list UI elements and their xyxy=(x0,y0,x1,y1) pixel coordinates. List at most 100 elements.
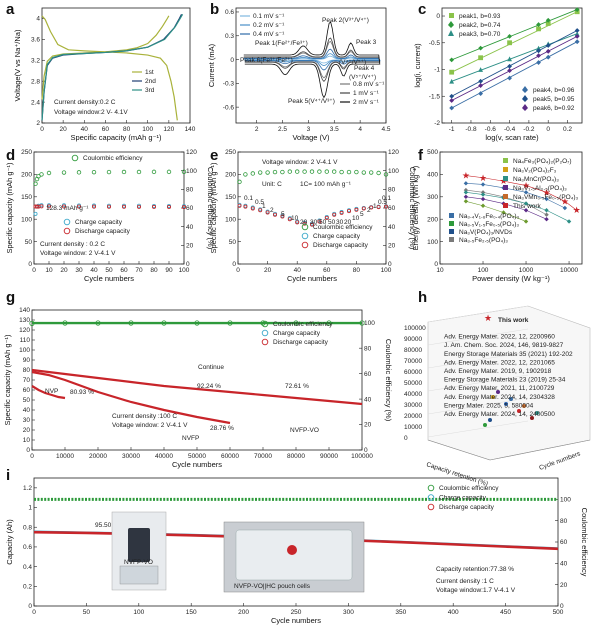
x-tick-label: 0 xyxy=(32,267,36,274)
ragone-point: ★ xyxy=(573,205,581,215)
ce-point xyxy=(309,169,315,174)
x-tick-label: 1000 xyxy=(519,267,534,274)
annotation-unit: Unit: C xyxy=(262,181,282,188)
y2-axis-label: Coulombic efficiency (%) xyxy=(206,167,215,250)
y-tick-label: 50 xyxy=(23,397,31,404)
y2-axis-label: Coulombic efficiency xyxy=(580,508,589,577)
ragone-point xyxy=(480,182,486,187)
x-tick-label: 90000 xyxy=(320,453,338,460)
ragone-point xyxy=(544,208,549,213)
cv-curve xyxy=(243,21,381,99)
legend-label: 3rd xyxy=(145,87,155,94)
y-tick-label: 3.2 xyxy=(31,57,40,64)
x-tick-label: 0 xyxy=(236,267,240,274)
peak-point xyxy=(507,75,512,81)
y-tick-label: 200 xyxy=(21,172,32,179)
ragone-point xyxy=(501,210,506,215)
ce-point xyxy=(151,169,157,175)
peak-label: (V⁴⁺/V⁵⁺) xyxy=(339,59,366,66)
x-tick-label: 250 xyxy=(291,609,302,616)
discharge-point xyxy=(35,204,40,209)
discharge-point xyxy=(136,204,141,209)
discharge-point xyxy=(383,204,388,209)
nvp-curve xyxy=(31,385,66,400)
y2-tick-label: 60 xyxy=(388,205,396,212)
inset-caption-nvfp-vo: NVFP-VO xyxy=(124,559,153,566)
legend-label: Na₃MnCr(PO₄)₃ xyxy=(513,176,559,183)
y-tick-label: 50 xyxy=(25,239,33,246)
x-tick-label: 0 xyxy=(30,453,34,460)
discharge-point xyxy=(332,212,337,217)
peak-label: Peak 5(V⁴⁺/V³⁺) xyxy=(288,98,335,105)
reference-point xyxy=(504,402,508,406)
x-tick-label: 80000 xyxy=(287,453,305,460)
peak-point xyxy=(545,43,551,48)
voltage-curve-0 xyxy=(41,15,170,100)
discharge-point xyxy=(181,205,186,210)
3d-grid xyxy=(427,305,529,323)
x-axis-label: Cycle numbers xyxy=(172,460,222,469)
ragone-point xyxy=(463,194,469,199)
x-axis-label: Voltage (V) xyxy=(292,133,330,142)
ce-point xyxy=(295,169,300,174)
x-tick-label: 3 xyxy=(307,126,311,133)
rate-label: 30 xyxy=(310,219,318,226)
x-tick-label: 0.2 xyxy=(563,126,572,133)
this-work-label: This work xyxy=(498,317,529,324)
ce-point xyxy=(287,169,292,174)
y2-axis-label: Coulombic efficiency (%) xyxy=(384,339,393,422)
x-tick-label: 450 xyxy=(500,609,511,616)
ragone-point xyxy=(480,196,486,202)
peak-point xyxy=(449,69,455,75)
peak-point xyxy=(507,68,512,73)
ragone-point: ★ xyxy=(561,196,569,206)
inset-caption-pouch: NVFP-VO||HC pouch cells xyxy=(234,583,311,590)
legend-label: Discharge capacity xyxy=(273,339,329,346)
x-tick-label: 90 xyxy=(165,267,173,274)
x-tick-label: 0 xyxy=(546,126,550,133)
discharge-point xyxy=(258,208,263,213)
legend-swatch xyxy=(503,176,508,181)
nvfp-vo-curve xyxy=(31,368,363,406)
legend-label: Discharge capacity xyxy=(313,242,369,249)
rate-label: 1 xyxy=(262,203,266,210)
legend-swatch xyxy=(503,185,508,190)
discharge-point xyxy=(376,205,381,210)
x-tick-label: 30 xyxy=(75,267,83,274)
ragone-point xyxy=(480,190,486,195)
x-tick-label: 3.5 xyxy=(330,126,339,133)
x-tick-label: 20 xyxy=(60,126,68,133)
rate-label: 2 xyxy=(367,207,371,214)
y-tick-label: 1.2 xyxy=(23,485,32,492)
legend-label: Na₃.₅V₁.₅Fe₀.₅(PO₄)₃ xyxy=(459,221,519,228)
ce-point xyxy=(317,169,322,174)
ragone-line xyxy=(465,192,570,222)
panel-letter-i: i xyxy=(6,467,10,484)
ce-point xyxy=(272,169,278,175)
legend-label: 0.2 mV s⁻¹ xyxy=(253,22,285,29)
x-axis-label: Power density (W kg⁻¹) xyxy=(472,274,550,283)
y-tick-label: 100 xyxy=(427,239,438,246)
y-tick-label: 400 xyxy=(427,172,438,179)
voltage-curve-3 xyxy=(41,13,184,121)
discharge-point xyxy=(237,203,242,208)
peak-point xyxy=(536,45,541,51)
x-tick-label: 40 xyxy=(81,126,89,133)
ragone-point xyxy=(523,201,529,206)
ce-point xyxy=(61,170,67,175)
annotation-voltage-window: Voltage window:2 V- 4.1V xyxy=(54,109,128,116)
peak-point xyxy=(536,26,541,32)
discharge-point xyxy=(309,222,314,227)
legend-swatch xyxy=(503,194,508,199)
x-axis-label: Cycle numbers xyxy=(287,274,337,283)
y-tick-label: -1 xyxy=(434,67,440,74)
ce-point xyxy=(39,172,44,177)
y2-axis-label: Coulombic efficiency (%) xyxy=(408,167,417,250)
discharge-point xyxy=(77,204,82,209)
ragone-point: ★ xyxy=(479,173,487,183)
y2-tick-label: 0 xyxy=(364,447,368,454)
legend-label: peak2, b=0.74 xyxy=(459,22,501,29)
reference-point xyxy=(509,397,513,401)
peak-point xyxy=(536,60,541,65)
ce-point xyxy=(121,169,127,175)
